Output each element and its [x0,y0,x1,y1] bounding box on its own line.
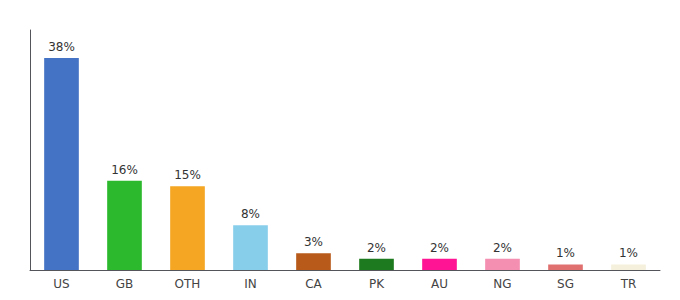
svg-text:2%: 2% [367,241,386,255]
svg-text:SG: SG [557,277,574,291]
svg-text:2%: 2% [430,241,449,255]
svg-text:15%: 15% [174,168,201,182]
svg-text:3%: 3% [304,235,323,249]
svg-text:CA: CA [305,277,322,291]
svg-text:1%: 1% [556,246,575,260]
svg-text:38%: 38% [48,40,75,54]
svg-text:GB: GB [116,277,134,291]
svg-text:PK: PK [369,277,385,291]
svg-text:16%: 16% [111,163,138,177]
svg-text:TR: TR [620,277,637,291]
svg-text:OTH: OTH [175,277,201,291]
svg-text:US: US [53,277,69,291]
svg-text:2%: 2% [493,241,512,255]
svg-text:IN: IN [244,277,257,291]
svg-text:1%: 1% [619,246,638,260]
svg-text:NG: NG [493,277,511,291]
svg-text:AU: AU [431,277,448,291]
svg-text:8%: 8% [241,207,260,221]
